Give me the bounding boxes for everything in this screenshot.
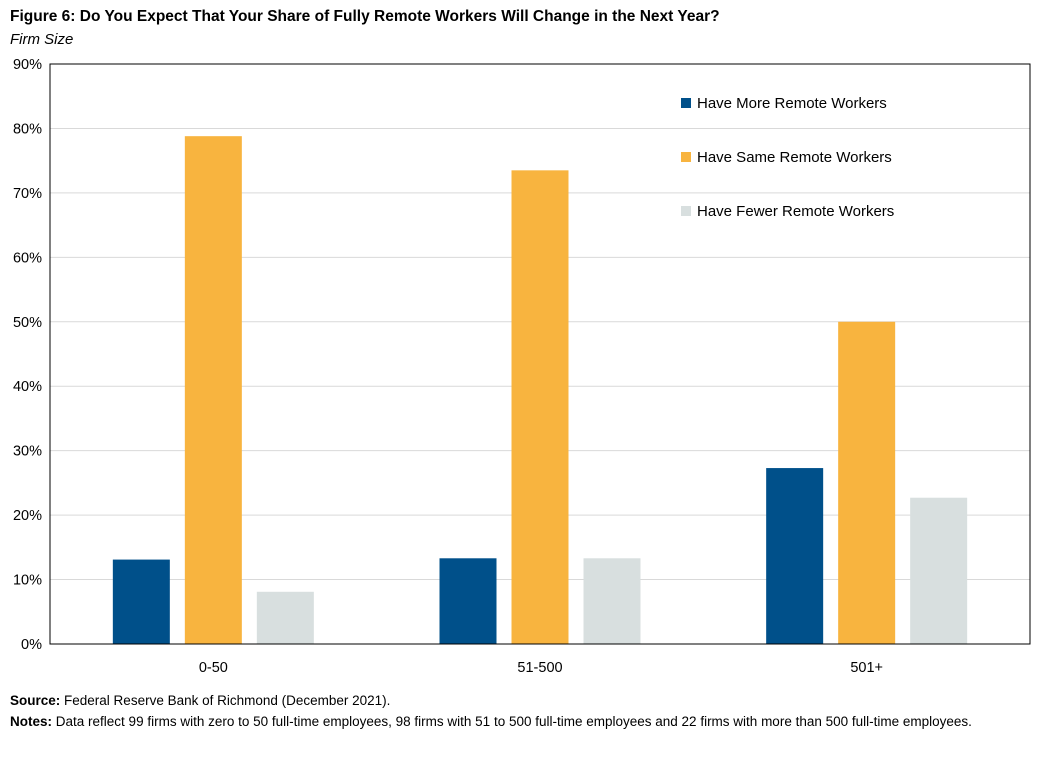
x-tick-label: 51-500 xyxy=(517,660,562,676)
bar xyxy=(511,170,569,644)
legend-label: Have More Remote Workers xyxy=(697,95,887,112)
notes-text: Data reflect 99 firms with zero to 50 fu… xyxy=(55,714,972,729)
bar xyxy=(256,591,314,644)
bar xyxy=(766,468,824,644)
notes-label: Notes: xyxy=(10,714,53,729)
legend-swatch xyxy=(681,206,691,216)
y-tick-label: 10% xyxy=(13,573,42,589)
x-tick-label: 501+ xyxy=(850,660,883,676)
source-text: Federal Reserve Bank of Richmond (Decemb… xyxy=(64,693,391,708)
y-tick-label: 40% xyxy=(13,379,42,395)
source-line: Source: Federal Reserve Bank of Richmond… xyxy=(10,691,390,710)
bar xyxy=(910,497,968,644)
bar xyxy=(838,321,896,644)
bar xyxy=(112,559,170,644)
legend-swatch xyxy=(681,152,691,162)
y-tick-label: 30% xyxy=(13,444,42,460)
bar xyxy=(439,558,497,644)
bar xyxy=(184,136,242,644)
legend-label: Have Fewer Remote Workers xyxy=(697,203,894,220)
notes-line: Notes: Data reflect 99 firms with zero t… xyxy=(10,712,1030,731)
x-tick-label: 0-50 xyxy=(199,660,228,676)
plot-frame xyxy=(49,63,1031,645)
y-tick-label: 90% xyxy=(13,57,42,73)
y-tick-label: 20% xyxy=(13,508,42,524)
y-tick-label: 60% xyxy=(13,250,42,266)
source-label: Source: xyxy=(10,693,61,708)
figure-subtitle: Firm Size xyxy=(10,31,74,48)
y-tick-label: 80% xyxy=(13,121,42,137)
bar-chart: 0% 10% 20% 30% 40% 50% 60% 70% 80% 90% 0-50 51-500 5… xyxy=(13,57,1031,676)
figure-title: Figure 6: Do You Expect That Your Share … xyxy=(10,8,720,25)
bar xyxy=(583,558,641,644)
y-tick-label: 70% xyxy=(13,186,42,202)
legend-label: Have Same Remote Workers xyxy=(697,149,892,166)
y-tick-label: 0% xyxy=(21,637,42,653)
legend-swatch xyxy=(681,98,691,108)
y-tick-label: 50% xyxy=(13,315,42,331)
